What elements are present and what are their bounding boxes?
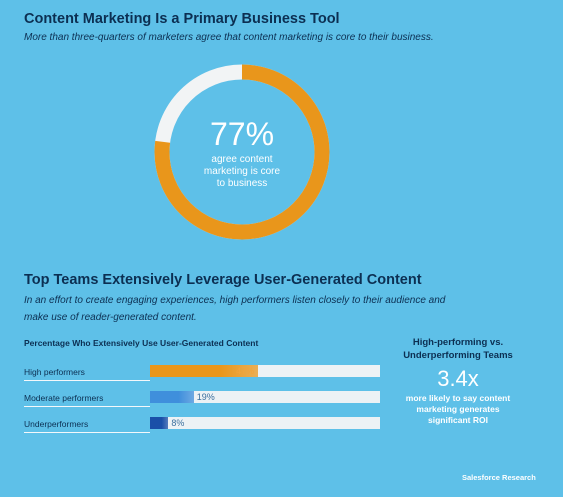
bar-track-under: 8% xyxy=(150,417,380,429)
bar-track-high: 47% xyxy=(150,365,380,377)
bar-label-under: Underperformers xyxy=(24,419,89,429)
donut-center: 77% agree content marketing is core to b… xyxy=(154,116,330,190)
bar-label-moderate: Moderate performers xyxy=(24,393,104,403)
bar-chart-title: Percentage Who Extensively Use User-Gene… xyxy=(24,338,259,348)
section2-subtitle-line-2: make use of reader-generated content. xyxy=(24,312,197,323)
sidebar-title-line-1: High-performing vs. xyxy=(412,337,504,348)
section1-title: Content Marketing Is a Primary Business … xyxy=(24,11,340,27)
bar-track-moderate: 19% xyxy=(150,391,380,403)
sidebar-stat: High-performing vs. Underperforming Team… xyxy=(388,336,528,426)
section2-subtitle-line-1: In an effort to create engaging experien… xyxy=(24,295,446,306)
row-rule-moderate xyxy=(24,406,150,407)
bar-fill-under xyxy=(150,417,169,429)
donut-caption-line-1: agree content xyxy=(211,154,273,165)
donut-chart: 77% agree content marketing is core to b… xyxy=(154,64,330,240)
source-credit: Salesforce Research xyxy=(462,473,536,482)
sidebar-caption-line-3: significant ROI xyxy=(428,415,488,425)
donut-percent-label: 77% xyxy=(209,116,275,152)
section2-title: Top Teams Extensively Leverage User-Gene… xyxy=(24,272,422,288)
sidebar-caption-line-1: more likely to say content xyxy=(405,393,511,403)
section1-subtitle: More than three-quarters of marketers ag… xyxy=(24,32,434,43)
bar-fill-high xyxy=(150,365,259,377)
sidebar-title-line-2: Underperforming Teams xyxy=(403,350,513,361)
donut-caption-line-2: marketing is core xyxy=(203,166,281,177)
row-rule-under xyxy=(24,432,150,433)
donut-fill-arc xyxy=(154,64,330,240)
donut-caption-line-3: to business xyxy=(216,178,268,189)
bar-fill-moderate xyxy=(150,391,194,403)
sidebar-big-value: 3.4x xyxy=(437,366,479,391)
donut-svg xyxy=(154,64,330,240)
row-rule-high xyxy=(24,380,150,381)
sidebar-caption-line-2: marketing generates xyxy=(416,404,500,414)
bar-label-high: High performers xyxy=(24,367,85,377)
bar-value-under: 8% xyxy=(171,418,185,428)
bar-value-high: 47% xyxy=(236,366,255,376)
bar-value-moderate: 19% xyxy=(196,392,215,402)
